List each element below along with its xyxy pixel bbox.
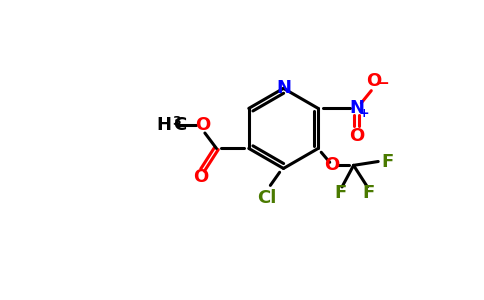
Text: N: N <box>349 99 364 117</box>
Text: F: F <box>363 184 375 202</box>
Text: H: H <box>157 116 172 134</box>
Text: O: O <box>324 156 340 174</box>
Text: F: F <box>334 184 347 202</box>
Text: N: N <box>277 79 292 97</box>
Text: Cl: Cl <box>257 189 276 207</box>
Text: O: O <box>195 116 210 134</box>
Text: O: O <box>349 127 364 145</box>
Text: F: F <box>381 152 393 170</box>
Text: O: O <box>366 72 381 90</box>
Text: C: C <box>173 116 186 134</box>
Text: +: + <box>358 107 369 120</box>
Text: −: − <box>377 76 389 91</box>
Text: 3: 3 <box>172 115 181 128</box>
Text: O: O <box>194 168 209 186</box>
